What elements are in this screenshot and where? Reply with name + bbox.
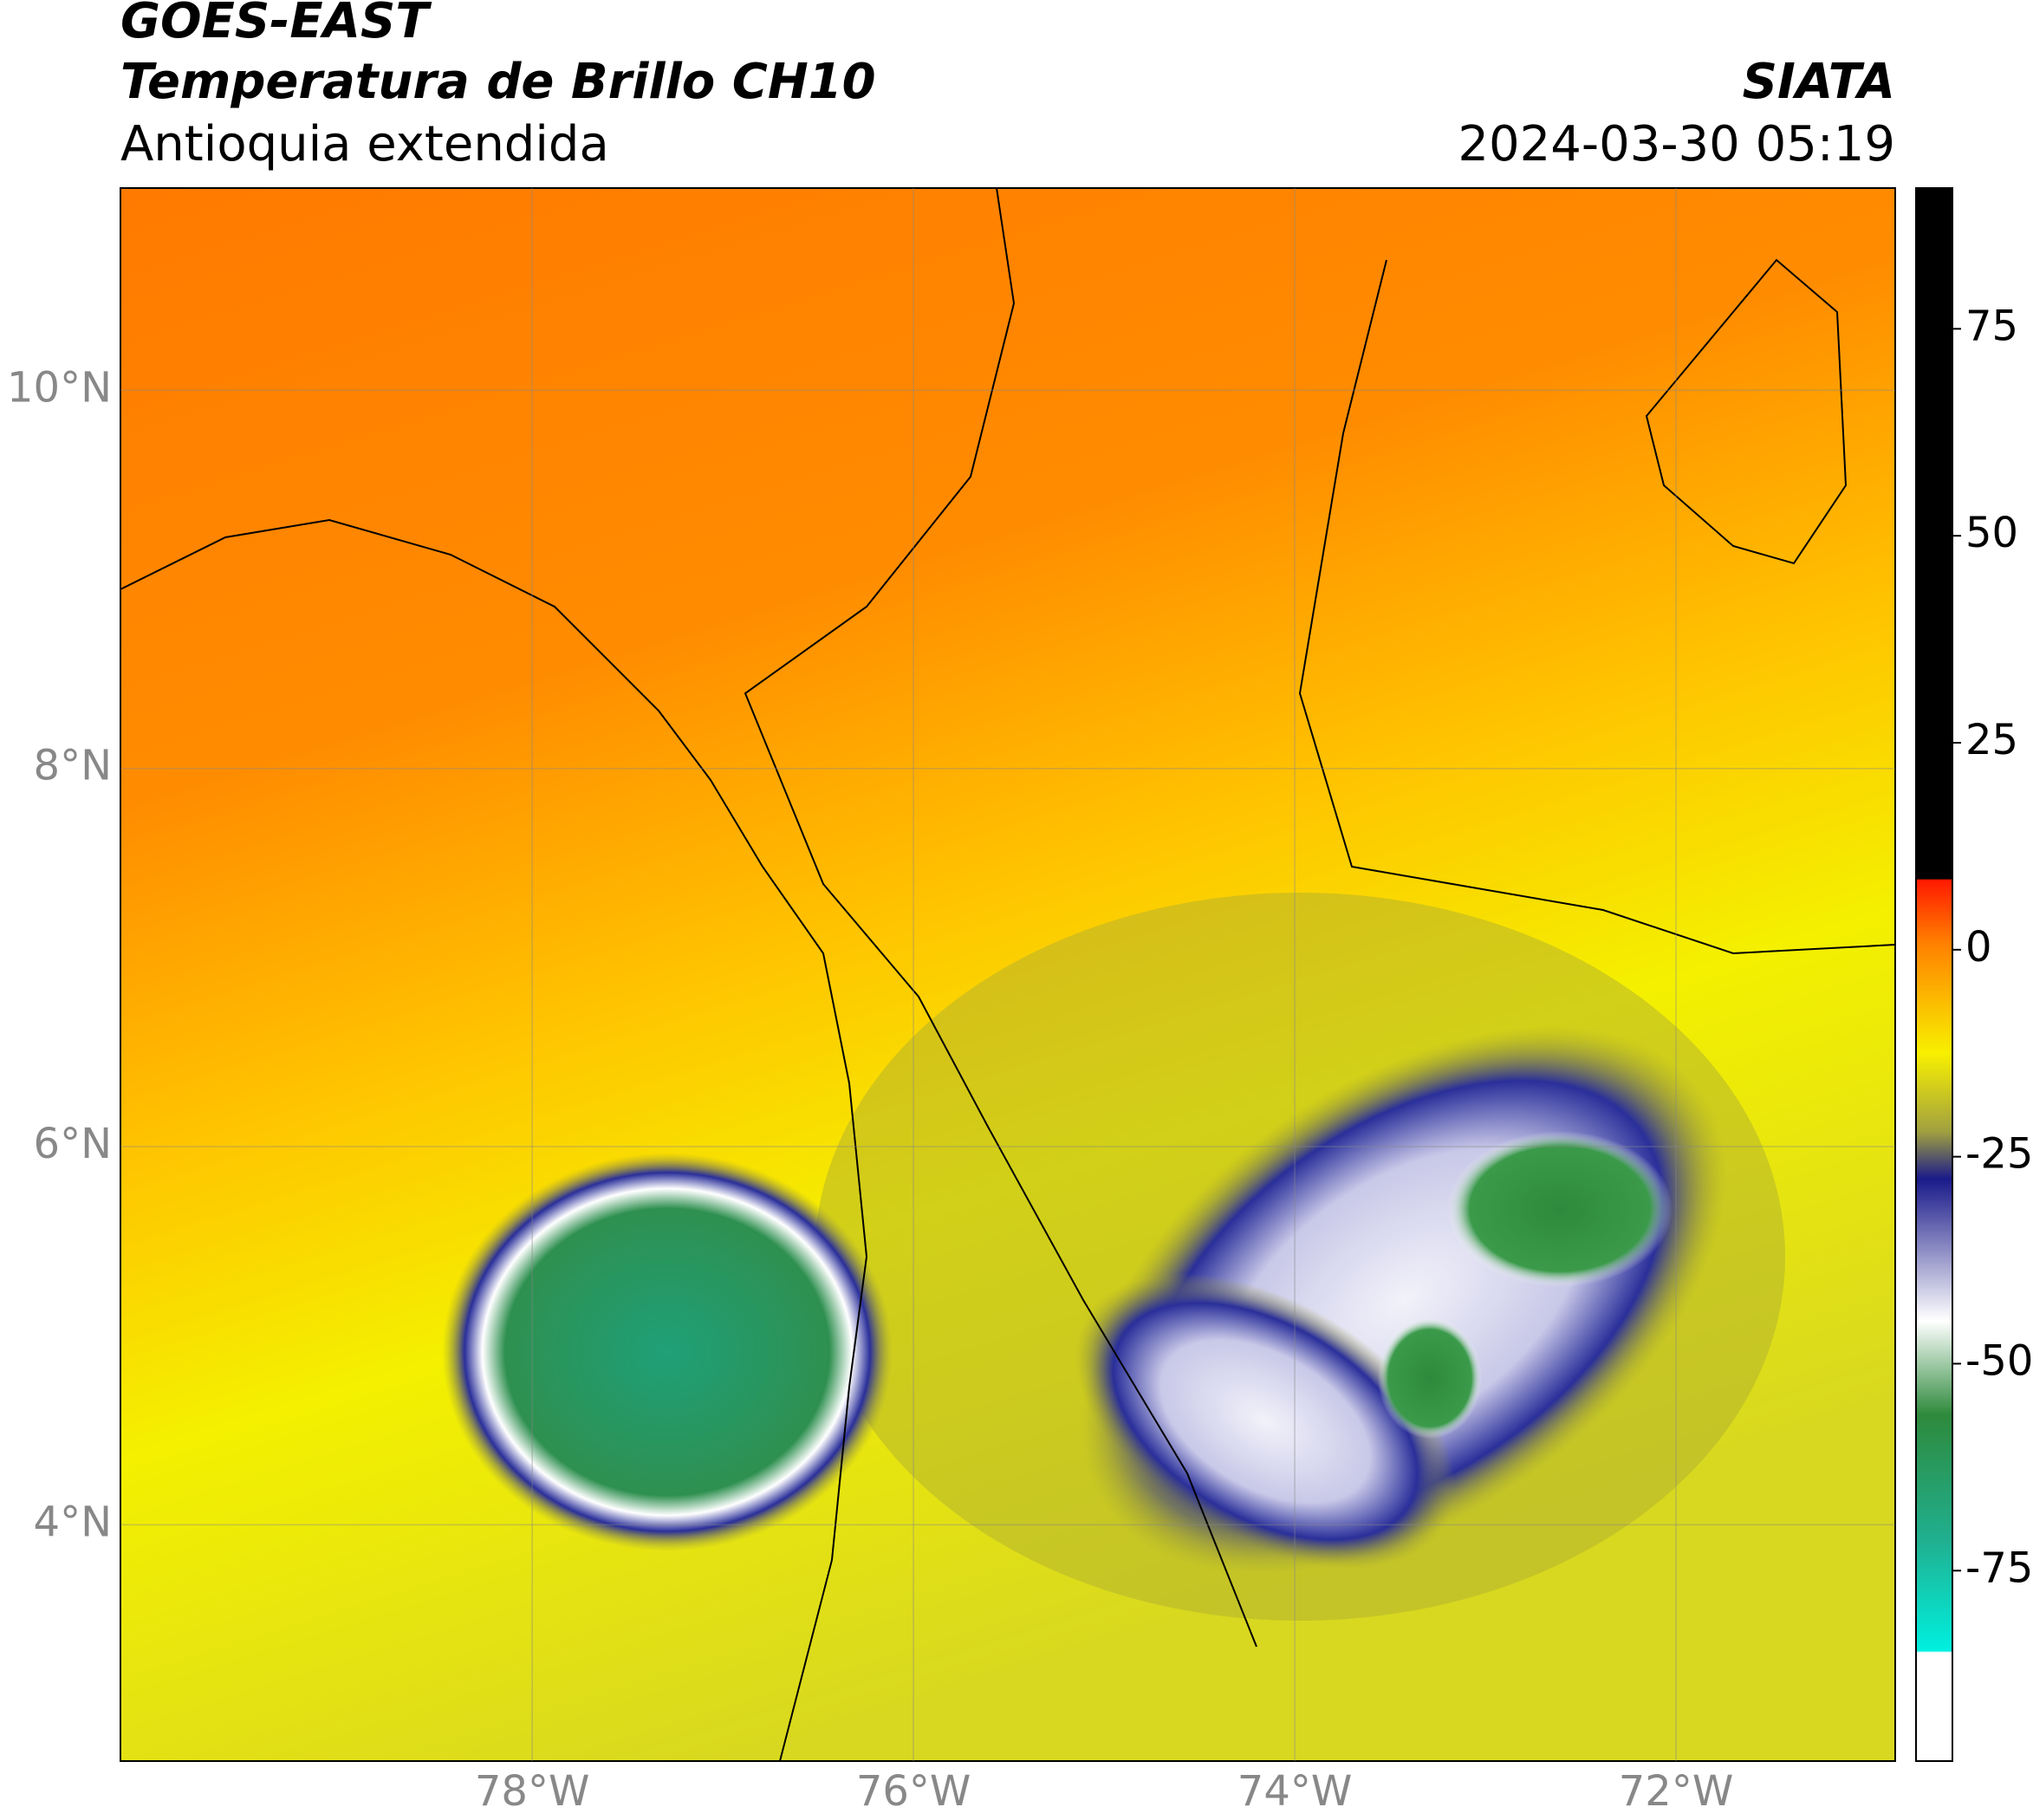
lat-tick-label: 6°N: [34, 1120, 112, 1168]
lat-tick-label: 4°N: [34, 1498, 112, 1546]
lon-tick-label: 76°W: [856, 1767, 971, 1816]
agency: SIATA: [1743, 54, 1895, 110]
coastline: [120, 518, 868, 1761]
colorbar-tick-label: 0: [1965, 923, 1992, 972]
colorbar-tick-label: 25: [1965, 716, 2018, 764]
lat-tick-label: 10°N: [7, 363, 112, 412]
colorbar-tick-label: -75: [1965, 1544, 2033, 1592]
lat-tick-label: 8°N: [34, 742, 112, 790]
datetime: 2024-03-30 05:19: [1458, 116, 1895, 172]
cold-core: [1447, 1131, 1673, 1287]
subtitle: Antioquia extendida: [120, 116, 609, 172]
title-line2: Temperatura de Brillo CH10: [120, 54, 876, 110]
colorbar-tick-label: -25: [1965, 1130, 2033, 1179]
coastline: [1645, 258, 1848, 565]
border: [744, 188, 1257, 1648]
map-area: [120, 188, 1895, 1761]
cold-core: [1378, 1317, 1482, 1439]
title-line1: GOES-EAST: [120, 0, 432, 49]
lon-tick-label: 72°W: [1619, 1767, 1734, 1816]
colorbar: [1915, 187, 1953, 1762]
map-frame: [120, 187, 1896, 1762]
colorbar-tick-label: -50: [1965, 1336, 2033, 1385]
colorbar-tick-label: 75: [1965, 302, 2018, 350]
lon-tick-label: 78°W: [475, 1767, 590, 1816]
lon-tick-label: 74°W: [1237, 1767, 1353, 1816]
cloud-mass: [1075, 1273, 1456, 1570]
storm-cell: [442, 1153, 893, 1551]
colorbar-tick-label: 50: [1965, 509, 2018, 557]
border: [1298, 259, 1895, 955]
